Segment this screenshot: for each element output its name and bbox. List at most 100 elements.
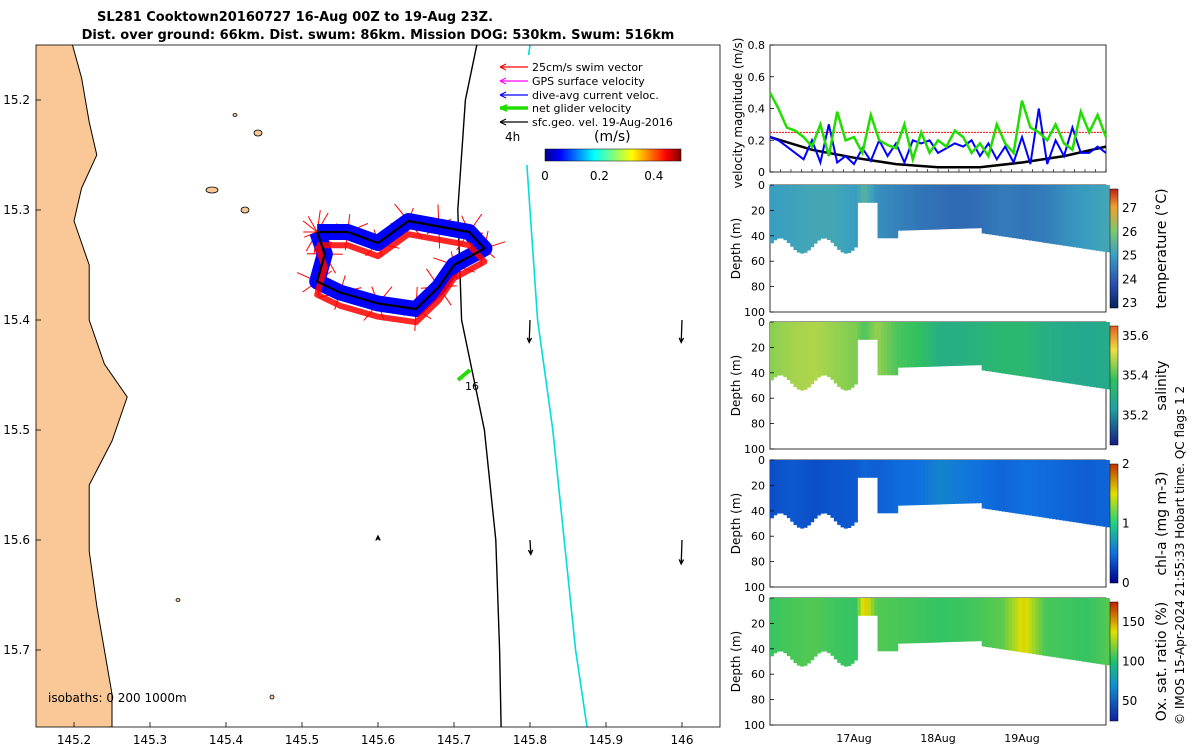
- section-data-column: [870, 460, 875, 478]
- geo-vector-shaft: [680, 319, 683, 343]
- section-data-column: [874, 460, 879, 478]
- section-data-column: [783, 598, 788, 654]
- velocity-y-tick-label: 0.4: [748, 103, 766, 116]
- section-data-column: [995, 322, 999, 373]
- map-y-ticks: -1515.115.215.315.415.515.615.7: [3, 93, 41, 657]
- section-data-column: [1032, 460, 1036, 517]
- velocity-panel-frame: [769, 44, 1107, 173]
- section-data-column: [807, 598, 811, 664]
- section-data-column: [1102, 185, 1107, 252]
- section-data-column: [944, 598, 949, 643]
- section-data-column: [887, 598, 892, 652]
- credit-text: © IMOS 15-Apr-2024 21:55:33 Hobart time.…: [1173, 386, 1187, 725]
- section-colorbar-tick: 26: [1122, 225, 1137, 239]
- section-data-column: [1075, 185, 1080, 248]
- map-x-tick-label: 145.5: [285, 733, 319, 747]
- section-data-column: [1095, 185, 1100, 251]
- section-data-column: [1048, 598, 1053, 657]
- section-data-column: [1022, 598, 1026, 653]
- glider-track: [316, 219, 486, 311]
- section-data-column: [971, 185, 976, 229]
- section-data-column: [870, 185, 875, 203]
- section-data-column: [998, 598, 1003, 650]
- map-x-tick-label: 145.8: [513, 733, 547, 747]
- section-data-column: [891, 460, 895, 514]
- section-data-column: [1059, 460, 1063, 521]
- section-data-column: [1018, 322, 1023, 377]
- section-data-column: [833, 185, 838, 247]
- section-data-column: [897, 598, 902, 644]
- section-data-column: [975, 322, 979, 366]
- section-data-column: [907, 460, 912, 506]
- section-data-column: [981, 322, 986, 371]
- section-data-column: [971, 598, 976, 642]
- section-data-column: [820, 185, 825, 239]
- section-colorbar: [1109, 188, 1119, 309]
- map-y-tick-label: 15.7: [3, 643, 30, 657]
- section-data-column: [1106, 322, 1110, 390]
- section-y-tick-label: 20: [751, 341, 765, 354]
- section-data-column: [880, 185, 885, 239]
- section-colorbar: [1109, 463, 1119, 584]
- section-data-column: [1089, 598, 1094, 663]
- velocity-y-tick-label: 0.6: [748, 71, 766, 84]
- section-data-column: [854, 460, 858, 523]
- section-data-column: [1001, 598, 1006, 650]
- section-data-column: [927, 460, 932, 505]
- section-data-column: [840, 185, 845, 253]
- section-data-column: [880, 322, 885, 376]
- section-data-column: [1011, 322, 1016, 376]
- section-data-column: [864, 185, 868, 203]
- section-data-column: [894, 598, 899, 652]
- speed-colorbar: [544, 148, 682, 162]
- legend-label-current: dive-avg current veloc.: [532, 89, 659, 102]
- section-data-column: [850, 460, 855, 526]
- map-x-tick-label: 146: [671, 733, 694, 747]
- section-data-column: [958, 185, 963, 229]
- section-data-column: [847, 185, 852, 253]
- section-data-column: [874, 598, 879, 616]
- section-data-column: [904, 322, 909, 368]
- section-data-column: [1038, 460, 1043, 518]
- section-data-column: [810, 460, 815, 523]
- section-data-column: [820, 322, 825, 376]
- island: [269, 694, 275, 700]
- section-y-tick-label: 60: [751, 668, 765, 681]
- section-data-column: [1008, 322, 1013, 375]
- section-data-column: [958, 322, 963, 366]
- section-data-column: [1079, 322, 1083, 386]
- section-data-column: [1085, 185, 1090, 250]
- section-x-tick-label: 19Aug: [1004, 732, 1039, 745]
- section-data-column: [843, 185, 848, 254]
- section-data-column: [1045, 322, 1050, 381]
- section-colorbar-tick: 24: [1122, 272, 1137, 286]
- section-y-tick-label: 100: [744, 306, 765, 319]
- section-data-column: [1032, 322, 1036, 379]
- section-data-column: [776, 322, 781, 376]
- section-colorbar-label: Ox. sat. ratio (%): [1154, 602, 1170, 721]
- section-data-column: [897, 322, 902, 368]
- section-data-column: [938, 598, 942, 643]
- section-data-column: [907, 185, 912, 231]
- section-data-column: [800, 460, 805, 529]
- section-panel: 0 20 40 60 80 100 Depth (m) 0 1 2 chl-a (mg m-3): [729, 454, 1170, 594]
- legend-scale-label: 4h: [505, 130, 520, 144]
- section-data-column: [1065, 460, 1070, 522]
- section-data-column: [1045, 598, 1050, 657]
- section-colorbar-tick: 27: [1122, 201, 1137, 215]
- section-data-column: [901, 185, 905, 231]
- section-data-column: [1069, 460, 1073, 522]
- section-data-column: [938, 185, 942, 230]
- section-data-column: [924, 598, 929, 643]
- net-glider-velocity-segment: [456, 368, 472, 382]
- section-data-column: [870, 598, 875, 616]
- section-data-column: [1075, 598, 1080, 661]
- section-data-column: [954, 322, 959, 366]
- section-data-column: [843, 598, 848, 667]
- section-data-column: [817, 598, 821, 654]
- swim-vector: [302, 220, 318, 233]
- section-colorbar-label: chl-a (mg m-3): [1154, 471, 1170, 575]
- section-data-column: [921, 185, 926, 230]
- section-panel: 0 20 40 60 80 100 Depth (m) 50 100 150 Ox. sat. ra…: [729, 592, 1170, 732]
- section-data-column: [803, 598, 808, 666]
